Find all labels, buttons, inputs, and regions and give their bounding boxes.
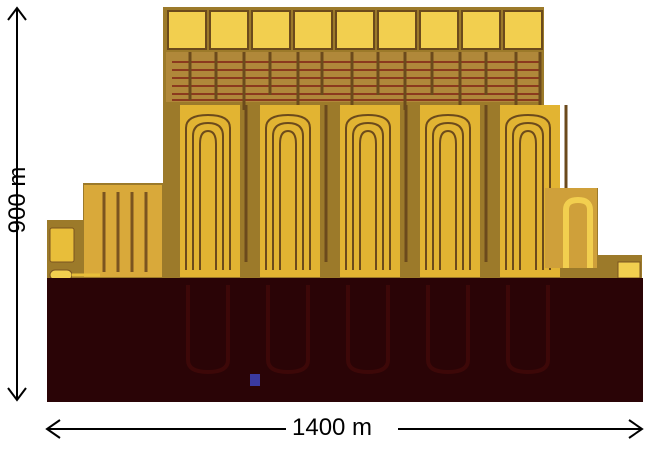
bond-pad xyxy=(419,10,459,50)
dark-overlay-region xyxy=(47,278,643,402)
meander-loop xyxy=(180,105,248,277)
horizontal-dimension-label: 1400 m xyxy=(292,414,373,441)
right-loop-structure xyxy=(545,188,597,268)
horizontal-dimension-arrow xyxy=(45,419,644,439)
meander-loop xyxy=(420,105,488,277)
bond-pad xyxy=(167,10,207,50)
vertical-dimension-arrow xyxy=(7,6,27,402)
overlay-trace xyxy=(266,285,310,375)
bond-pad xyxy=(293,10,333,50)
bond-pad-row xyxy=(167,10,543,50)
vertical-feedlines xyxy=(188,52,542,110)
right-contact xyxy=(617,261,641,279)
meander-resonator-array xyxy=(180,105,568,277)
overlay-trace xyxy=(506,285,550,375)
overlay-trace xyxy=(346,285,390,375)
bond-pad xyxy=(251,10,291,50)
routing-traces xyxy=(172,61,540,101)
left-finger-block xyxy=(84,185,162,277)
meander-loop xyxy=(260,105,328,277)
overlay-trace xyxy=(426,285,470,375)
left-contact xyxy=(49,227,100,281)
bond-pad xyxy=(209,10,249,50)
vertical-dimension-label: 900 m xyxy=(4,166,31,234)
bond-pad xyxy=(503,10,543,50)
bond-pad xyxy=(335,10,375,50)
overlay-trace xyxy=(186,285,230,375)
bond-pad xyxy=(461,10,501,50)
meander-loop xyxy=(340,105,408,277)
bond-pad xyxy=(377,10,417,50)
